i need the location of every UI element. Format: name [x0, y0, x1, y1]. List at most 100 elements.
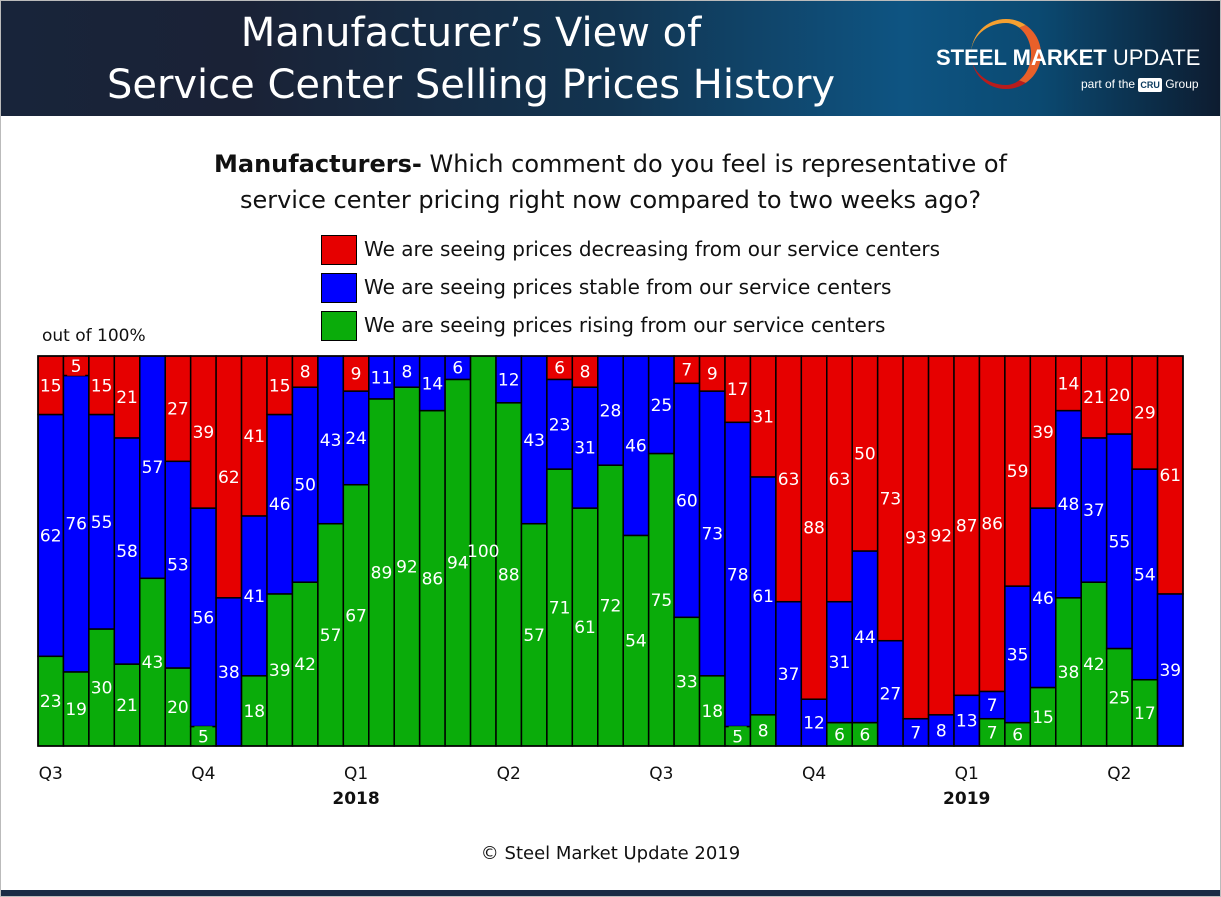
bar-segment: [1029, 507, 1057, 689]
data-label: 11: [371, 368, 393, 388]
data-label: 31: [752, 407, 774, 427]
data-label: 41: [243, 427, 265, 447]
bar-segment: [495, 355, 523, 404]
bar-segment: [978, 355, 1006, 693]
data-label: 63: [829, 470, 851, 490]
data-label: 55: [91, 513, 113, 533]
logo-brand: STEEL MARKET UPDATE: [936, 45, 1201, 70]
data-label: 88: [803, 519, 825, 539]
data-label: 75: [651, 591, 673, 611]
data-label: 43: [523, 431, 545, 451]
header-banner: Manufacturer’s View of Service Center Se…: [1, 1, 1220, 116]
x-tick-label: Q4: [191, 764, 215, 784]
steel-market-update-logo: STEEL MARKET UPDATE part of the CRU Grou…: [931, 15, 1211, 105]
data-label: 42: [1083, 655, 1105, 675]
x-tick-label: Q4: [802, 764, 826, 784]
bar-segment: [189, 507, 217, 728]
data-label-bg: [194, 726, 213, 747]
bar-segment: [520, 355, 548, 525]
data-label: 37: [778, 665, 800, 685]
data-label-bg: [855, 724, 874, 745]
data-label: 71: [549, 599, 571, 619]
data-label: 23: [549, 415, 571, 435]
data-label: 12: [803, 714, 825, 734]
data-label: 63: [778, 470, 800, 490]
data-label: 9: [351, 365, 362, 385]
data-label-bg: [830, 724, 849, 745]
data-label: 15: [269, 376, 291, 396]
data-label-bg: [550, 357, 569, 378]
data-label: 93: [905, 528, 927, 548]
data-label: 15: [40, 376, 62, 396]
data-label: 20: [167, 698, 189, 718]
data-label-bg: [448, 357, 467, 378]
data-label: 21: [116, 388, 138, 408]
data-label: 37: [1083, 501, 1105, 521]
bar-segment: [240, 355, 268, 517]
bar-segment: [1080, 355, 1108, 439]
data-label: 86: [981, 515, 1003, 535]
data-label: 18: [701, 702, 723, 722]
data-label: 7: [987, 723, 998, 743]
data-label: 27: [880, 684, 902, 704]
bar-segment: [444, 378, 472, 747]
logo-arc-icon: [971, 19, 1041, 89]
data-label: 8: [300, 363, 311, 383]
bar-segment: [622, 534, 650, 747]
data-label: 39: [1032, 423, 1054, 443]
data-label: 86: [422, 569, 444, 589]
data-label-bg: [67, 355, 86, 376]
data-label: 60: [676, 491, 698, 511]
bar-segment: [342, 355, 370, 392]
bar-segment: [698, 675, 726, 747]
data-label: 56: [193, 608, 215, 628]
data-label: 8: [580, 363, 591, 383]
x-tick-label: Q1: [344, 764, 368, 784]
data-label: 87: [956, 517, 978, 537]
bar-segment: [139, 355, 166, 580]
bar-segment: [571, 386, 599, 509]
data-label: 48: [1058, 495, 1080, 515]
x-year-label: 2018: [332, 789, 379, 809]
bar-segment: [240, 515, 268, 677]
data-label: 33: [676, 673, 698, 693]
data-label: 24: [345, 429, 367, 449]
data-label: 58: [116, 542, 138, 562]
data-label: 42: [294, 655, 316, 675]
bar-segment: [749, 476, 777, 716]
data-label: 21: [1083, 388, 1105, 408]
bar-segment: [88, 413, 116, 630]
bar-segment: [546, 378, 574, 470]
data-label: 17: [1134, 704, 1156, 724]
data-label: 94: [447, 554, 469, 574]
data-label: 46: [1032, 589, 1054, 609]
bar-segment: [647, 355, 675, 455]
data-label: 88: [498, 565, 520, 585]
data-label: 89: [371, 563, 393, 583]
data-label: 19: [65, 700, 87, 720]
data-label: 28: [600, 402, 622, 422]
data-label: 13: [956, 712, 978, 732]
bar-segment: [1029, 686, 1057, 747]
bar-segment: [1105, 355, 1133, 435]
data-label: 41: [243, 587, 265, 607]
legend-swatch-red: [321, 235, 357, 265]
x-tick-label: Q3: [649, 764, 673, 784]
bar-segment: [724, 421, 752, 728]
data-label: 7: [681, 361, 692, 381]
survey-question: Manufacturers- Which comment do you feel…: [213, 150, 1007, 214]
data-label: 46: [269, 495, 291, 515]
bar-segment: [113, 355, 141, 439]
data-label: 30: [91, 679, 113, 699]
title-line-2: Service Center Selling Prices History: [106, 62, 836, 108]
data-label: 7: [910, 723, 921, 743]
page-title: Manufacturer’s View of Service Center Se…: [1, 7, 941, 111]
data-label: 59: [1007, 462, 1029, 482]
legend-swatch-green: [321, 311, 357, 341]
bar-segment: [520, 522, 548, 747]
data-label: 27: [167, 400, 189, 420]
data-label: 14: [422, 374, 444, 394]
data-label-bg: [728, 726, 747, 747]
data-label: 8: [758, 721, 769, 741]
